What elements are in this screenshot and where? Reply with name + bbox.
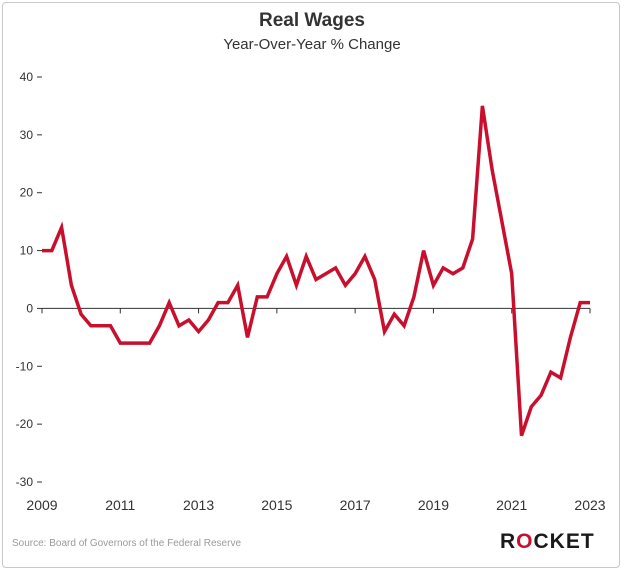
series-group xyxy=(42,105,590,437)
rocket-logo: ROCKET xyxy=(500,530,595,554)
x-tick-label: 2013 xyxy=(183,497,214,513)
chart-title: Real Wages xyxy=(259,10,365,31)
y-axis-ticks: 40 30 20 10 0 -10 -20 -30 xyxy=(16,70,42,489)
x-tick-label: 2015 xyxy=(261,497,292,513)
x-tick-label: 2017 xyxy=(340,497,371,513)
y-tick-label: 10 xyxy=(20,244,34,258)
y-tick-label: 20 xyxy=(20,186,34,200)
x-axis-ticks: 2009 2011 2013 2015 2017 2019 2021 2023 xyxy=(26,308,606,513)
source-note: Source: Board of Governors of the Federa… xyxy=(12,538,242,549)
x-tick-label: 2023 xyxy=(574,497,605,513)
series-line xyxy=(42,105,590,437)
x-tick-label: 2009 xyxy=(26,497,57,513)
y-tick-label: 30 xyxy=(20,128,34,142)
rocket-logo-text: ROCKET xyxy=(500,530,595,553)
x-tick-label: 2021 xyxy=(496,497,527,513)
x-tick-label: 2011 xyxy=(105,497,135,513)
y-tick-label: -30 xyxy=(16,475,34,489)
y-tick-label: 40 xyxy=(20,70,34,84)
y-tick-label: 0 xyxy=(26,301,33,315)
chart-subtitle: Year-Over-Year % Change xyxy=(223,36,401,53)
y-tick-label: -20 xyxy=(16,417,34,431)
chart-frame xyxy=(2,2,620,568)
logo-accent-letter: O xyxy=(516,530,534,553)
y-tick-label: -10 xyxy=(16,359,34,373)
x-tick-label: 2019 xyxy=(418,497,449,513)
